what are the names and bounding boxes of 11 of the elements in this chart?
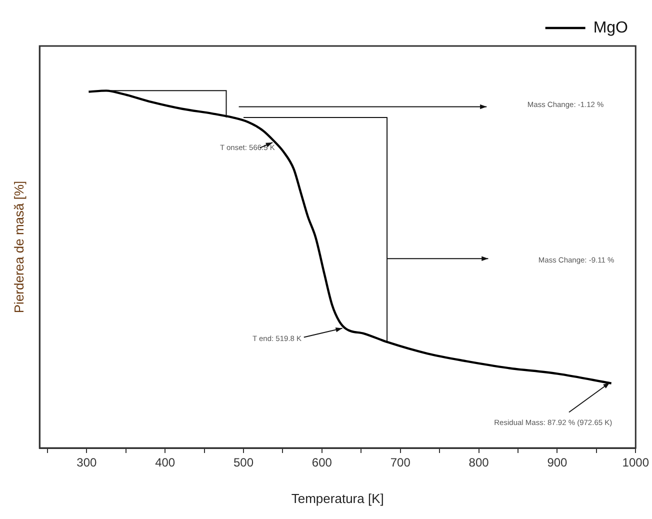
- x-axis-title: Temperatura [K]: [291, 490, 384, 506]
- x-tick-label: 300: [76, 456, 97, 470]
- y-axis-title: Pierderea de masă [%]: [11, 180, 26, 314]
- x-tick-label: 400: [155, 456, 176, 470]
- x-tick-label: 700: [390, 456, 411, 470]
- x-tick-label: 900: [547, 456, 568, 470]
- x-tick-label: 600: [312, 456, 332, 470]
- x-tick-label: 800: [468, 456, 490, 470]
- x-tick-label: 500: [233, 456, 254, 470]
- x-tick-label: 1000: [622, 456, 650, 470]
- legend-label: MgO: [593, 19, 628, 36]
